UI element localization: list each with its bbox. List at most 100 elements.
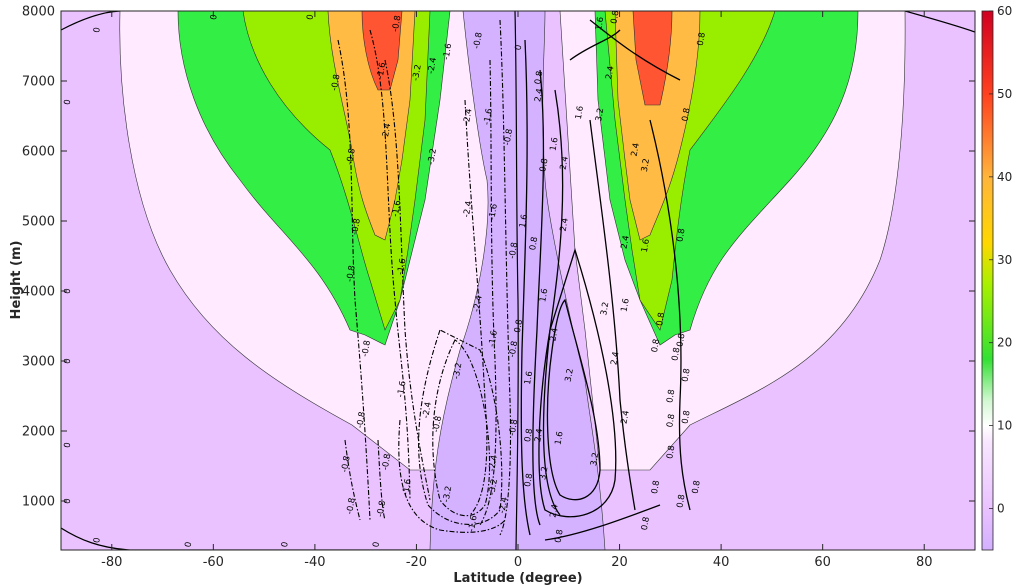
- contour-pos-24-core: [538, 247, 617, 518]
- contour-label: 0.8: [523, 473, 535, 488]
- x-tick-label: 80: [916, 555, 933, 570]
- contour-label: 0.8: [655, 312, 667, 327]
- contour-label: -0.8: [381, 453, 394, 471]
- plot-area: [61, 11, 975, 550]
- contour-neg-08-left-edge: [344, 439, 386, 521]
- contour-label: -1.6: [467, 515, 480, 533]
- y-axis-label: Height (m): [9, 241, 24, 320]
- y-tick-label: 4000: [22, 285, 55, 300]
- contour-label: -2.4: [472, 295, 485, 313]
- contour-label: -1.6: [442, 43, 455, 61]
- contour-label: -1.6: [376, 62, 389, 80]
- contour-label: 0.8: [554, 529, 566, 544]
- contour-neg-24-core: [418, 329, 503, 525]
- contour-label: -0.8: [340, 455, 353, 473]
- x-axis-label: Latitude (degree): [453, 571, 582, 586]
- contour-label: 3.2: [594, 107, 606, 122]
- contour-label: 0: [371, 541, 382, 548]
- contour-label: 0.8: [538, 158, 550, 173]
- contour-label: -2.4: [497, 496, 510, 514]
- contour-pos-16-inner: [532, 69, 545, 526]
- x-tick-label: -20: [406, 555, 427, 570]
- contour-label: -2.4: [462, 108, 475, 126]
- contour-zero-right: [904, 11, 975, 33]
- x-tick-label: 20: [611, 555, 628, 570]
- contour-pos-08-inner: [520, 39, 531, 536]
- contour-label: 0.8: [675, 494, 687, 509]
- contour-label: 0.8: [675, 333, 687, 348]
- contour-label: 1.6: [574, 105, 586, 120]
- fill-30-40-right: [614, 11, 701, 241]
- y-tick-label: 2000: [22, 425, 55, 440]
- contour-label: -0.8: [360, 340, 373, 358]
- x-tick-label: 0: [514, 555, 522, 570]
- contour-label: 3.2: [599, 301, 611, 316]
- contour-label: -2.4: [381, 123, 394, 141]
- contour-label: 0.8: [680, 107, 692, 122]
- contour-label: -3.2: [426, 148, 439, 166]
- contour-label: -0.8: [330, 74, 343, 92]
- contour-label: -2.4: [487, 454, 500, 472]
- contour-label: -1.6: [401, 478, 414, 496]
- y-tick-label: 7000: [22, 75, 55, 90]
- contour-label: 0: [92, 537, 103, 544]
- contour-label: -0.8: [508, 242, 521, 260]
- contour-neg-16-outer: [369, 29, 497, 526]
- contour-label: 0: [280, 541, 291, 548]
- contour-label: 0: [63, 498, 74, 505]
- y-axis-ticks: 1000 2000 3000 4000 5000 6000 7000 8000: [22, 5, 975, 510]
- colorbar-tick-label: 50: [997, 87, 1012, 101]
- contour-label: 2.4: [548, 327, 560, 342]
- contour-label: 0: [63, 288, 74, 295]
- contour-label: 0.8: [696, 32, 708, 47]
- contour-label: 2.4: [609, 351, 621, 366]
- contour-label: 3.2: [538, 466, 550, 481]
- contour-label: 3.2: [564, 368, 576, 383]
- positive-contours: [520, 19, 691, 541]
- x-tick-label: -40: [304, 555, 325, 570]
- contour-label: -0.8: [345, 265, 358, 283]
- contour-neg-08-outer: [337, 19, 512, 536]
- contour-label: 0: [63, 358, 74, 365]
- contour-label: -0.8: [508, 419, 521, 437]
- contour-label: 1.6: [620, 298, 632, 313]
- contour-neg-16-core: [398, 419, 506, 533]
- colorbar-ticks: 0 10 20 30 40 50 60: [989, 4, 1012, 516]
- contour-label: -0.8: [355, 411, 368, 429]
- contour-label: -2.4: [462, 200, 475, 218]
- contour-label: 1.6: [594, 16, 606, 31]
- contour-label: 0: [63, 99, 74, 106]
- contour-label: -0.8: [502, 128, 515, 146]
- x-tick-label: -60: [203, 555, 224, 570]
- contour-label: 0.8: [528, 236, 540, 251]
- contour-label: -0.8: [508, 340, 521, 358]
- x-tick-label: 60: [814, 555, 831, 570]
- contour-label: 1.6: [538, 288, 550, 303]
- contour-label: -0.8: [345, 148, 358, 166]
- x-tick-label: -80: [101, 555, 122, 570]
- y-tick-label: 3000: [22, 355, 55, 370]
- contour-label: -1.6: [396, 258, 409, 276]
- contour-label: 1.6: [640, 238, 652, 253]
- contour-label: 2.4: [620, 410, 632, 425]
- colorbar-tick-label: 30: [997, 253, 1012, 267]
- contour-label: 3.2: [589, 452, 601, 467]
- contour-label: -1.6: [482, 108, 495, 126]
- colorbar-tick-label: 0: [997, 502, 1005, 516]
- contour-label: 1.6: [518, 214, 530, 229]
- contour-label: 2.4: [604, 65, 616, 80]
- contour-label: -2.4: [421, 401, 434, 419]
- contour-label: -3.2: [411, 64, 424, 82]
- contour-label: 0.8: [650, 338, 662, 353]
- contour-label: 0: [63, 442, 74, 449]
- contour-label: 0.8: [650, 480, 662, 495]
- contour-pos-08-outer: [589, 19, 691, 511]
- colorbar-tick-label: 10: [997, 419, 1012, 433]
- negative-contours: [337, 19, 512, 536]
- contour-label: 0: [209, 14, 220, 21]
- contour-label: -0.8: [391, 15, 404, 33]
- contour-label: -1.6: [487, 330, 500, 348]
- contour-label: 2.4: [630, 142, 642, 157]
- contour-pos-16-outer: [589, 119, 636, 511]
